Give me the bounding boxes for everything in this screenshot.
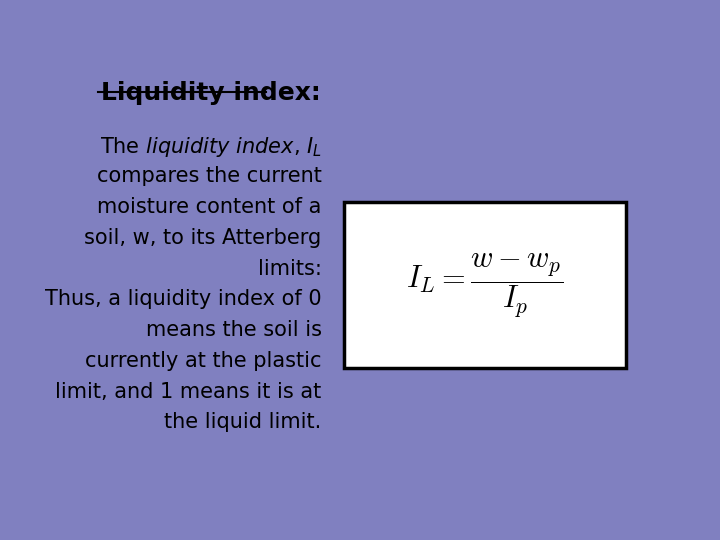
Text: currently at the plastic: currently at the plastic — [85, 351, 322, 371]
Text: limits:: limits: — [258, 259, 322, 279]
Text: soil, w, to its Atterberg: soil, w, to its Atterberg — [84, 228, 322, 248]
Text: $I_L = \dfrac{w - w_p}{I_p}$: $I_L = \dfrac{w - w_p}{I_p}$ — [406, 251, 564, 319]
Text: compares the current: compares the current — [96, 166, 322, 186]
Text: moisture content of a: moisture content of a — [97, 197, 322, 217]
Text: means the soil is: means the soil is — [145, 320, 322, 340]
Text: the liquid limit.: the liquid limit. — [164, 413, 322, 433]
Text: limit, and 1 means it is at: limit, and 1 means it is at — [55, 382, 322, 402]
Text: Thus, a liquidity index of 0: Thus, a liquidity index of 0 — [45, 289, 322, 309]
FancyBboxPatch shape — [344, 202, 626, 368]
Text: Liquidity index:: Liquidity index: — [101, 82, 321, 105]
Text: The $\mathit{liquidity\ index}$, $I_L$: The $\mathit{liquidity\ index}$, $I_L$ — [99, 136, 322, 159]
